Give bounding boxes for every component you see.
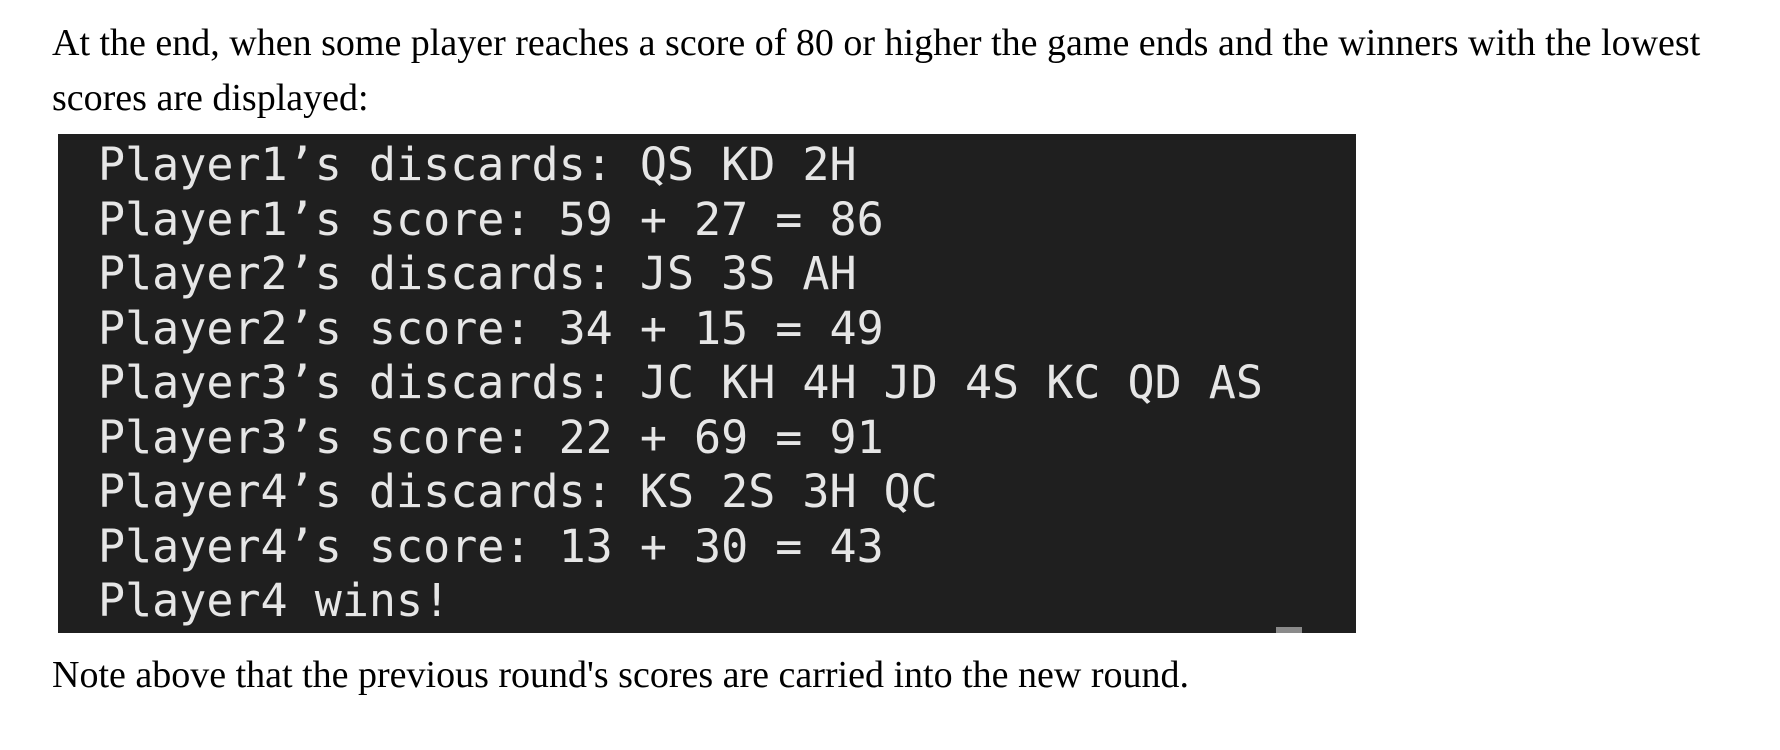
terminal-output: Player1’s discards: QS KD 2H Player1’s s… — [58, 134, 1356, 633]
terminal-line: Player4’s discards: KS 2S 3H QC — [98, 465, 938, 518]
intro-paragraph: At the end, when some player reaches a s… — [52, 22, 1701, 119]
terminal-line: Player4 wins! — [98, 574, 451, 627]
note-paragraph: Note above that the previous round's sco… — [52, 654, 1189, 696]
terminal-line: Player1’s discards: QS KD 2H — [98, 138, 857, 191]
terminal-line: Player3’s discards: JC KH 4H JD 4S KC QD… — [98, 356, 1263, 409]
terminal-line: Player3’s score: 22 + 69 = 91 — [98, 410, 884, 464]
terminal-cursor — [1276, 627, 1302, 633]
terminal-line: Player2’s discards: JS 3S AH — [98, 247, 857, 300]
terminal-line: Player2’s score: 34 + 15 = 49 — [98, 301, 884, 355]
terminal-line: Player4’s score: 13 + 30 = 43 — [98, 519, 884, 573]
terminal-line: Player1’s score: 59 + 27 = 86 — [98, 192, 884, 246]
